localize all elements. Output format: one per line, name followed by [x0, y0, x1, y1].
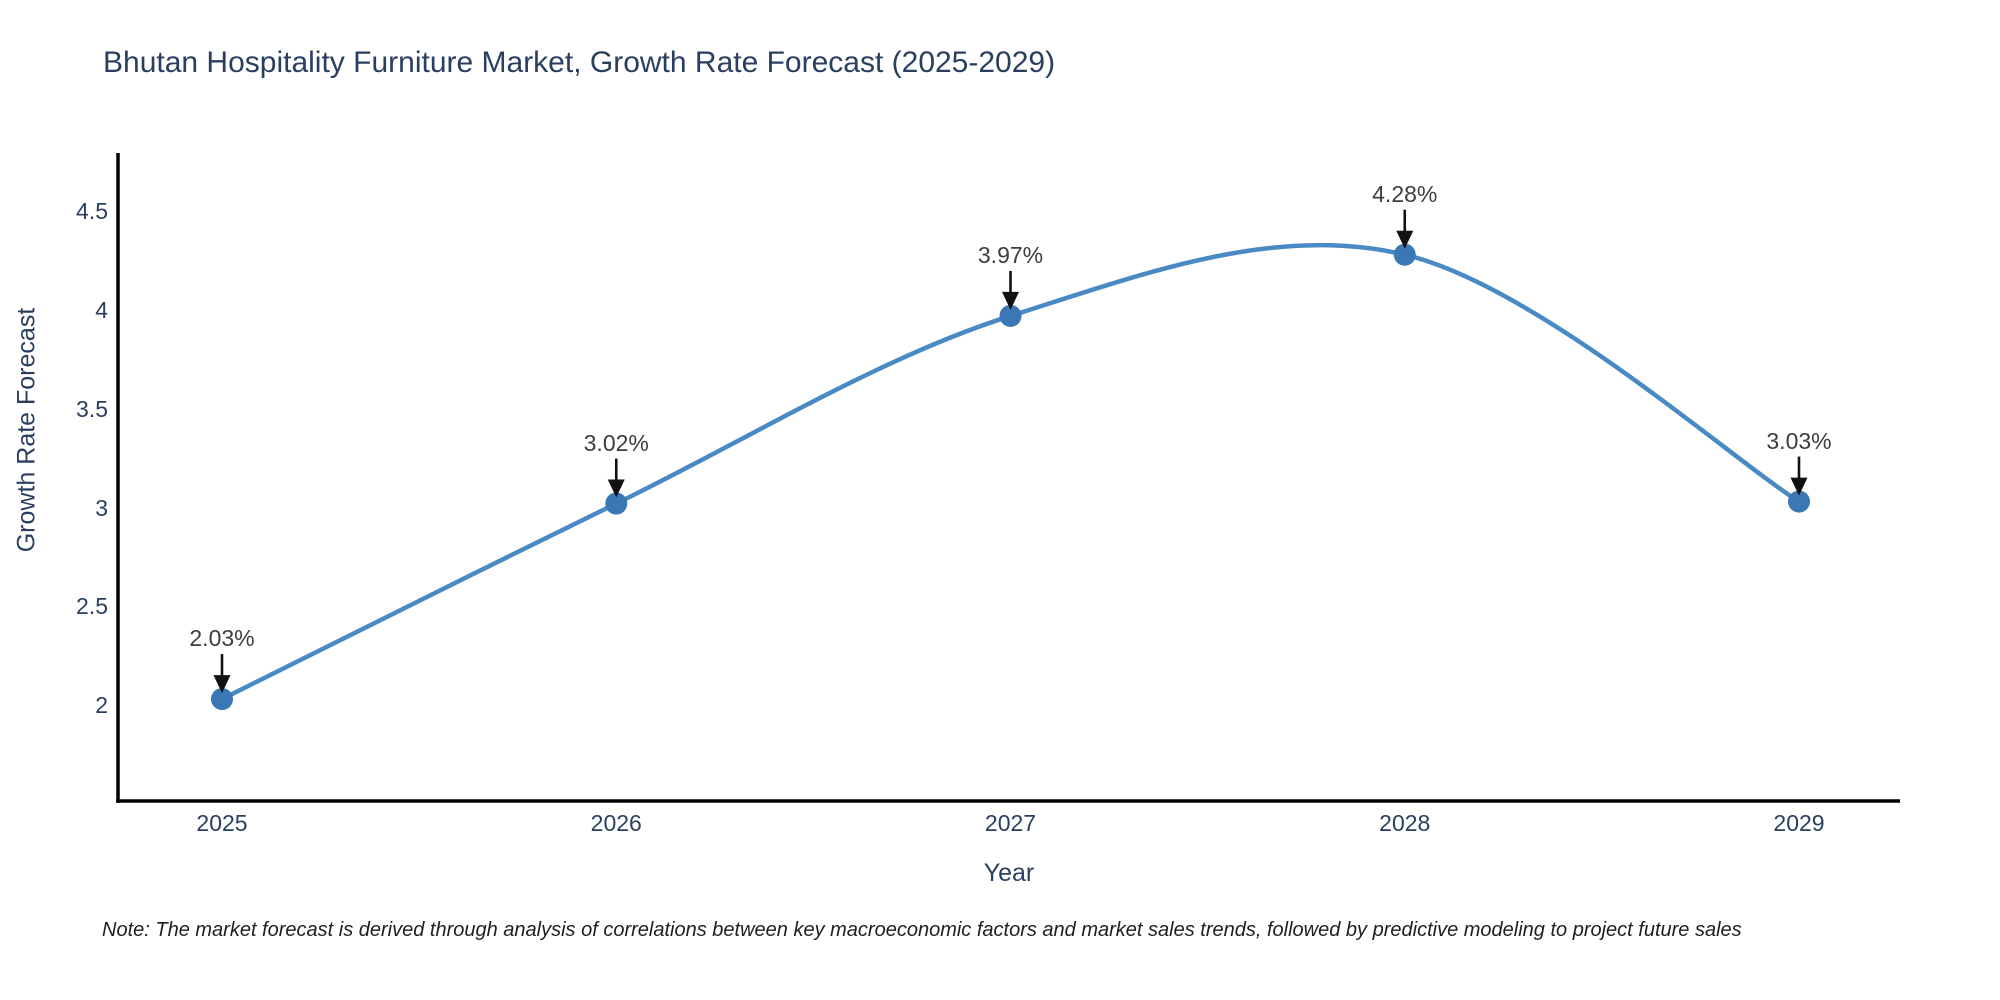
data-point-value-label: 2.03% [189, 625, 255, 652]
y-axis-title: Growth Rate Forecast [12, 307, 41, 553]
x-tick-label: 2028 [1379, 810, 1431, 836]
data-point-marker [211, 688, 233, 711]
x-tick-label: 2029 [1773, 810, 1825, 836]
data-point-value-label: 3.02% [583, 429, 649, 456]
y-tick-label: 3.5 [76, 395, 108, 422]
chart-title: Bhutan Hospitality Furniture Market, Gro… [103, 46, 1056, 79]
data-point-marker [1788, 490, 1810, 513]
data-point-value-label: 3.97% [977, 241, 1044, 268]
y-tick-label: 4 [95, 297, 108, 323]
x-axis-title: Year [983, 859, 1035, 887]
data-point-marker [605, 492, 628, 515]
annotation-arrow-head [1396, 230, 1414, 249]
x-tick-label: 2027 [984, 810, 1037, 836]
data-point-marker [1393, 243, 1416, 266]
x-tick-label: 2026 [590, 810, 642, 836]
y-tick-label: 2.5 [76, 593, 108, 620]
data-point-value-label: 3.03% [1766, 427, 1832, 454]
footnote: Note: The market forecast is derived thr… [102, 919, 1742, 941]
annotation-arrow-head [213, 675, 231, 694]
data-point-marker [999, 304, 1022, 327]
y-tick-label: 2 [95, 692, 108, 718]
annotation-arrow-head [1790, 477, 1808, 496]
annotation-arrow-head [1002, 291, 1019, 310]
y-tick-label: 4.5 [76, 198, 108, 225]
x-tick-label: 2025 [196, 810, 248, 836]
annotation-arrow-head [607, 479, 625, 498]
data-point-value-label: 4.28% [1372, 180, 1438, 207]
y-tick-label: 3 [95, 494, 108, 521]
